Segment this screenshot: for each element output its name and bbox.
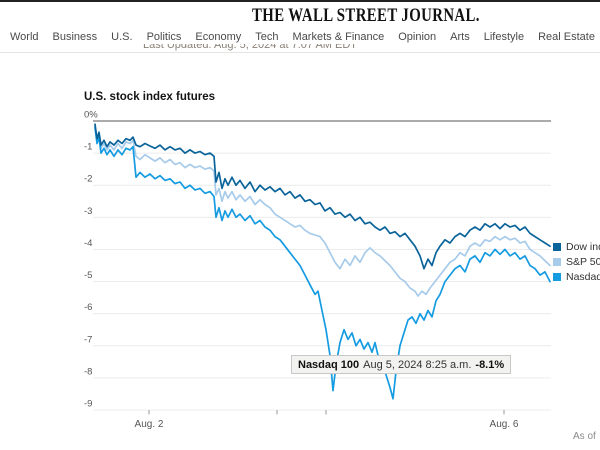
chart-title: U.S. stock index futures: [84, 91, 216, 103]
chart-tooltip: Nasdaq 100 Aug 5, 2024 8:25 a.m. -8.1%: [291, 355, 512, 374]
nav-item-lifestyle[interactable]: Lifestyle: [483, 31, 525, 43]
nav-item-arts[interactable]: Arts: [450, 31, 470, 43]
tooltip-series-name: Nasdaq 100: [298, 358, 360, 371]
y-axis-tick-label: -4: [84, 238, 92, 249]
series-line-s-p-500-futures: [94, 124, 551, 297]
y-axis-tick-label: -9: [84, 399, 92, 410]
legend-swatch-icon: [553, 272, 561, 281]
legend-swatch-icon: [553, 242, 561, 251]
as-of-label: As of: [573, 431, 596, 442]
legend-label: S&P 500 futures: [566, 255, 600, 268]
series-line-nasdaq-100-futures: [94, 126, 551, 400]
legend-label: Dow industrials futures: [566, 240, 600, 253]
chart-legend: Dow industrials futures S&P 500 futures Na…: [553, 241, 600, 286]
y-axis-tick-label: 0%: [84, 110, 98, 121]
nav-item-business[interactable]: Business: [52, 31, 98, 43]
last-updated-text: Last Updated: Aug. 5, 2024 at 7:07 AM ED…: [143, 44, 358, 51]
nav-item-tech[interactable]: Tech: [255, 31, 279, 43]
top-border: [0, 0, 600, 2]
last-updated-clipped: Last Updated: Aug. 5, 2024 at 7:07 AM ED…: [143, 44, 403, 52]
y-axis-tick-label: -5: [84, 270, 92, 281]
nav-item-economy[interactable]: Economy: [195, 31, 242, 43]
nav-item-politics[interactable]: Politics: [146, 31, 182, 43]
tooltip-timestamp: Aug 5, 2024 8:25 a.m.: [363, 358, 472, 371]
nav-item-markets-finance[interactable]: Markets & Finance: [292, 31, 385, 43]
masthead-logo[interactable]: THE WALL STREET JOURNAL.: [252, 5, 480, 26]
nav-item-opinion[interactable]: Opinion: [398, 31, 437, 43]
y-axis-tick-label: -8: [84, 366, 92, 377]
x-axis-tick-label: Aug. 6: [490, 419, 519, 430]
main-nav: World Business U.S. Politics Economy Tech Mark…: [10, 31, 600, 43]
y-axis-tick-label: -6: [84, 302, 92, 313]
legend-item: S&P 500 futures: [553, 255, 600, 268]
legend-item: Dow industrials futures: [553, 240, 600, 253]
nav-item-u-s[interactable]: U.S.: [111, 31, 133, 43]
series-line-dow-industrials-futures: [94, 123, 551, 270]
legend-item: Nasdaq-100 futures: [553, 270, 600, 283]
x-axis-tick-label: Aug. 2: [135, 419, 164, 430]
y-axis-tick-label: -1: [84, 142, 92, 153]
nav-divider: [0, 52, 600, 53]
legend-swatch-icon: [553, 257, 561, 266]
nav-item-real-estate[interactable]: Real Estate: [538, 31, 595, 43]
y-axis-tick-label: -7: [84, 334, 92, 345]
y-axis-tick-label: -2: [84, 174, 92, 185]
nav-item-world[interactable]: World: [10, 31, 39, 43]
legend-label: Nasdaq-100 futures: [566, 270, 600, 283]
y-axis-tick-label: -3: [84, 206, 92, 217]
tooltip-value: -8.1%: [475, 358, 505, 371]
